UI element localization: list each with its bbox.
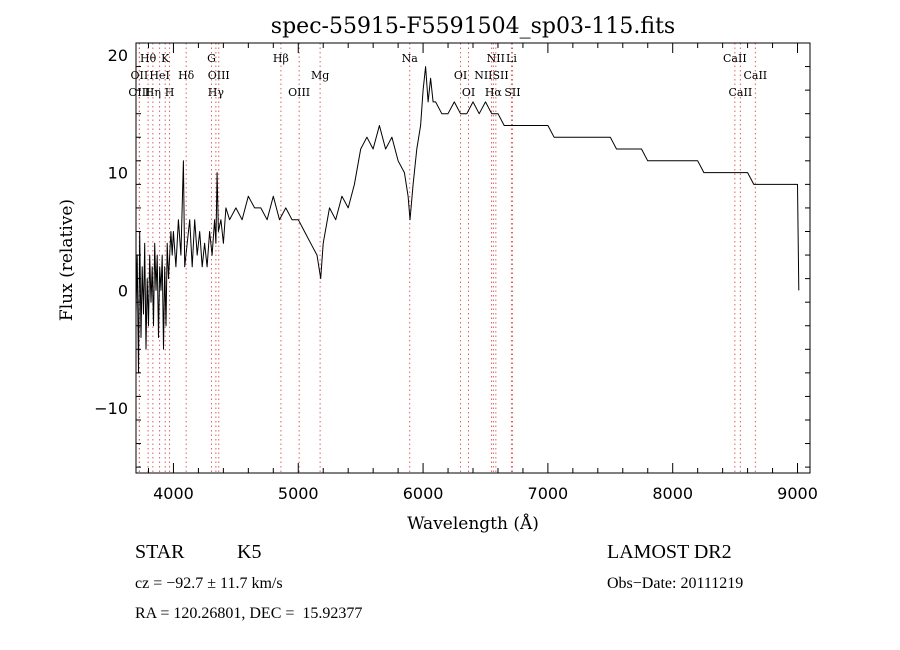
y-tick-label: 0 bbox=[118, 281, 128, 300]
line-marker-label: Na bbox=[402, 52, 419, 65]
y-axis-label: Flux (relative) bbox=[57, 199, 77, 321]
x-axis: 4000 5000 6000 7000 8000 9000 bbox=[147, 43, 818, 503]
line-marker-label: OI bbox=[462, 86, 475, 99]
line-marker-label: OIII bbox=[288, 86, 310, 99]
object-type: STAR bbox=[135, 541, 185, 563]
chart-title: spec-55915-F5591504_sp03-115.fits bbox=[271, 14, 675, 39]
line-marker-label: Hη bbox=[145, 86, 161, 99]
line-marker-label: Mg bbox=[311, 69, 329, 82]
line-marker-label: Hβ bbox=[273, 52, 289, 65]
spectrum-line bbox=[135, 66, 800, 374]
line-marker-label: CaII bbox=[743, 69, 767, 82]
line-marker-label: OII bbox=[131, 69, 149, 82]
x-tick-label: 6000 bbox=[403, 484, 444, 503]
subclass: K5 bbox=[237, 541, 262, 563]
line-markers bbox=[138, 43, 756, 473]
line-marker-label: Hγ bbox=[208, 86, 225, 99]
line-marker-label: OI bbox=[454, 69, 467, 82]
line-marker-label: HeI bbox=[149, 69, 169, 82]
line-marker-label: Li bbox=[506, 52, 517, 65]
line-marker-label: NIISII bbox=[474, 69, 509, 82]
y-tick-label: 10 bbox=[108, 164, 128, 183]
line-marker-label: SII bbox=[504, 86, 520, 99]
line-marker-label: CaII bbox=[729, 86, 753, 99]
line-marker-label: CaII bbox=[723, 52, 747, 65]
x-tick-label: 8000 bbox=[652, 484, 693, 503]
x-tick-label: 7000 bbox=[528, 484, 569, 503]
spectrum-series bbox=[135, 66, 800, 374]
x-axis-label: Wavelength (Å) bbox=[407, 513, 539, 534]
line-marker-label: Hα bbox=[485, 86, 503, 99]
x-tick-label: 5000 bbox=[278, 484, 319, 503]
plot-frame bbox=[135, 42, 811, 474]
obs-date: Obs−Date: 20111219 bbox=[607, 575, 744, 592]
y-axis: −10 0 10 20 bbox=[94, 46, 810, 468]
line-marker-label: OIII bbox=[208, 69, 230, 82]
x-tick-label: 4000 bbox=[153, 484, 194, 503]
survey-name: LAMOST DR2 bbox=[607, 541, 732, 563]
line-marker-label: H bbox=[165, 86, 175, 99]
line-marker-label: OIII bbox=[128, 86, 150, 99]
y-tick-label: −10 bbox=[94, 399, 128, 418]
line-marker-label: K bbox=[161, 52, 170, 65]
redshift-cz: cz = −92.7 ± 11.7 km/s bbox=[135, 575, 283, 592]
y-tick-label: 20 bbox=[108, 46, 128, 65]
line-marker-label: Hδ bbox=[178, 69, 195, 82]
line-marker-label: G bbox=[207, 52, 216, 65]
coordinates: RA = 120.26801, DEC = 15.92377 bbox=[135, 605, 363, 622]
line-marker-label: NII bbox=[487, 52, 505, 65]
x-tick-label: 9000 bbox=[777, 484, 818, 503]
line-marker-label: Hθ bbox=[140, 52, 157, 65]
